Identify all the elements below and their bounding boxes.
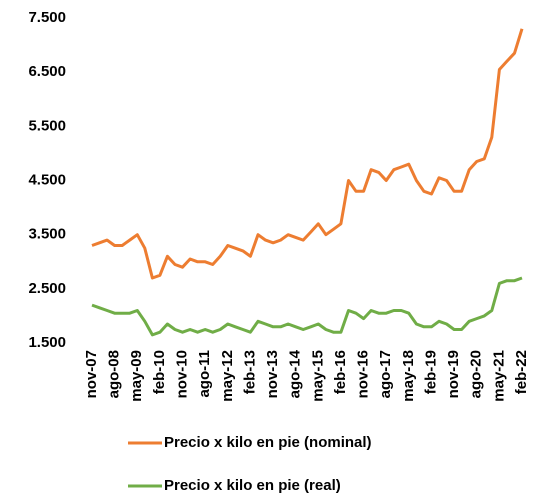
x-tick-label: ago-17 [377, 350, 394, 398]
x-tick-label: feb-16 [332, 350, 349, 394]
x-tick-label: ago-14 [287, 349, 304, 398]
x-tick-label: ago-11 [196, 350, 213, 398]
x-tick-label: may-12 [219, 350, 236, 402]
x-tick-label: may-09 [128, 350, 145, 402]
x-tick-label: ago-20 [468, 350, 485, 398]
x-tick-label: ago-08 [106, 350, 123, 398]
x-tick-label: nov-13 [264, 350, 281, 398]
series-line [91, 276, 523, 337]
x-tick-label: nov-07 [83, 350, 100, 398]
y-tick-label: 2.500 [28, 280, 66, 297]
x-tick-label: feb-13 [241, 350, 258, 394]
legend-label: Precio x kilo en pie (nominal) [164, 434, 372, 451]
x-tick-label: nov-10 [173, 350, 190, 398]
x-tick-label: feb-19 [422, 350, 439, 394]
x-tick-label: feb-22 [513, 350, 530, 394]
y-tick-label: 4.500 [28, 171, 66, 188]
y-tick-label: 3.500 [28, 226, 66, 243]
y-tick-label: 1.500 [28, 334, 66, 351]
y-tick-label: 6.500 [28, 63, 66, 80]
x-tick-label: nov-16 [355, 350, 372, 398]
x-tick-label: may-15 [309, 350, 326, 402]
x-tick-label: may-21 [490, 350, 507, 402]
series-line [91, 28, 524, 280]
y-tick-label: 7.500 [28, 9, 66, 26]
x-tick-label: feb-10 [151, 350, 168, 394]
x-tick-label: may-18 [400, 350, 417, 402]
legend-label: Precio x kilo en pie (real) [164, 477, 341, 494]
x-tick-label: nov-19 [445, 350, 462, 398]
y-tick-label: 5.500 [28, 117, 66, 134]
